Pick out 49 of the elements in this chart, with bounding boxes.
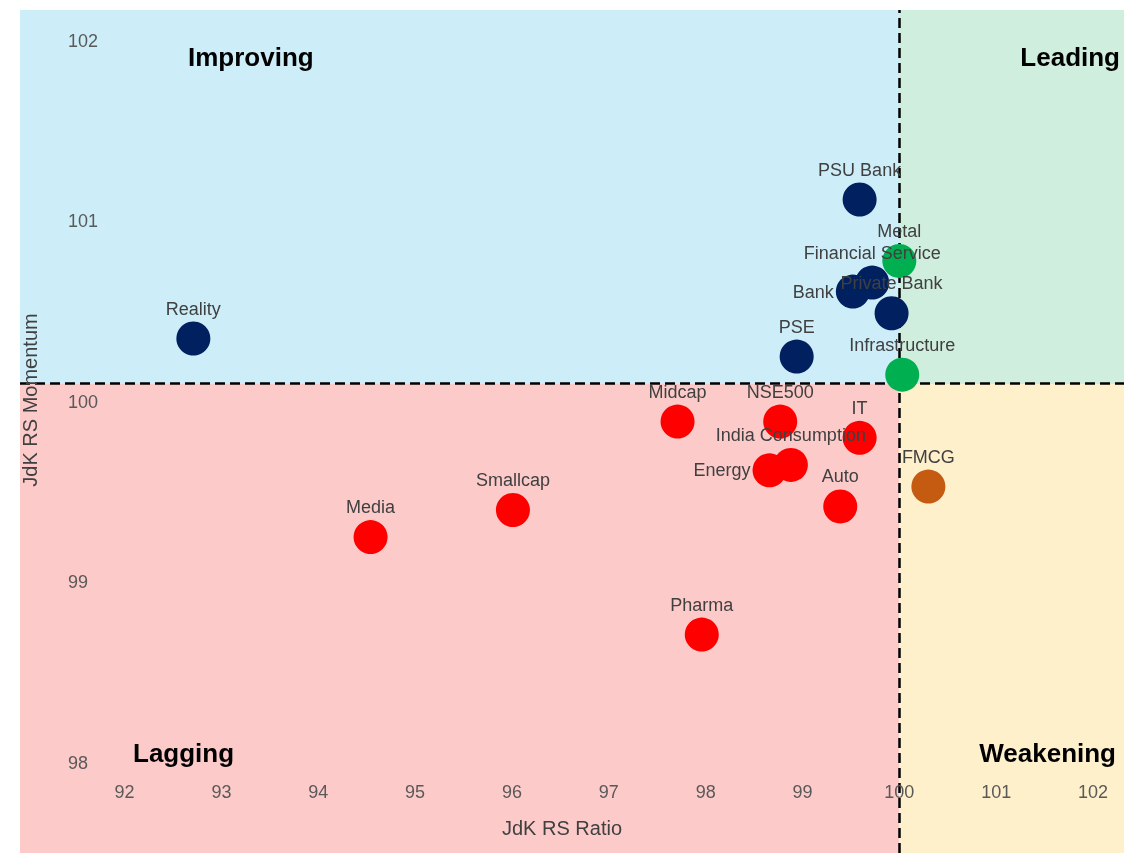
annotation: Weakening — [979, 738, 1116, 768]
point — [495, 493, 530, 528]
data-label: PSU Bank — [818, 159, 903, 180]
y-tick-label: 98 — [68, 752, 89, 773]
point — [176, 321, 211, 356]
annotation: Leading — [1020, 42, 1120, 72]
y-tick-label: 101 — [68, 211, 99, 232]
x-tick-label: 96 — [501, 782, 522, 802]
data-label: Reality — [165, 298, 221, 319]
x-tick-label: 102 — [1077, 782, 1109, 802]
data-label: Media — [346, 497, 397, 518]
point — [842, 182, 877, 217]
data-label: PSE — [778, 316, 815, 337]
x-axis-title: JdK RS Ratio — [501, 817, 623, 839]
y-tick-label: 100 — [68, 391, 99, 412]
x-tick-label: 101 — [981, 782, 1012, 802]
point — [911, 469, 946, 504]
x-tick-label: 100 — [884, 782, 915, 802]
annotation: Lagging — [133, 738, 235, 768]
point — [353, 520, 388, 555]
data-label: Pharma — [670, 594, 735, 615]
x-tick-label: 98 — [695, 782, 716, 802]
data-label: NSE500 — [746, 381, 814, 402]
point — [752, 453, 787, 488]
point — [823, 489, 858, 524]
data-label: Bank — [792, 281, 835, 302]
x-tick-label: 92 — [114, 782, 135, 802]
x-tick-label: 97 — [598, 782, 619, 802]
y-tick-label: 99 — [68, 572, 89, 593]
annotation: Improving — [188, 42, 314, 72]
point — [684, 617, 719, 652]
point — [779, 339, 814, 374]
x-tick-label: 93 — [211, 782, 232, 802]
data-label: Infrastructure — [849, 334, 956, 355]
data-label: IT — [851, 397, 868, 418]
data-label: Midcap — [648, 381, 707, 402]
point — [874, 296, 909, 331]
x-tick-label: 94 — [308, 782, 329, 802]
data-label: Metal — [877, 220, 922, 241]
data-label: Auto — [821, 466, 859, 487]
data-label: Energy — [693, 460, 751, 481]
point — [660, 404, 695, 439]
y-tick-label: 102 — [68, 30, 99, 51]
data-label: FMCG — [901, 446, 955, 467]
y-axis-title: JdK RS Momentum — [19, 313, 41, 487]
data-label: Smallcap — [475, 470, 550, 491]
x-tick-label: 95 — [405, 782, 426, 802]
x-tick-label: 99 — [792, 782, 813, 802]
point — [885, 357, 920, 392]
